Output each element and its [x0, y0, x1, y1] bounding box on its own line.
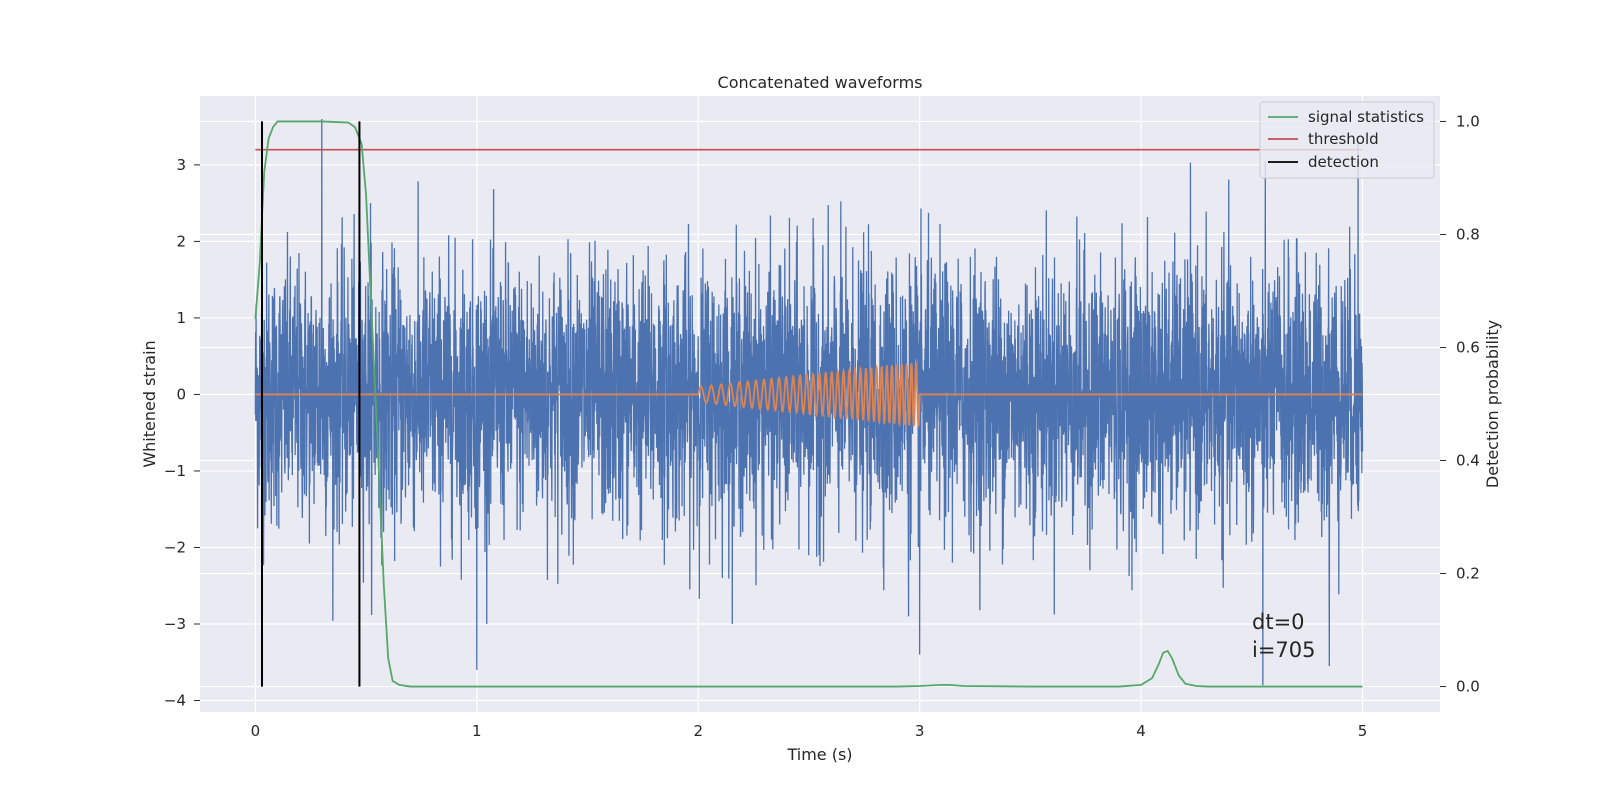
- y2-tick-label: 1.0: [1456, 112, 1480, 130]
- y-tick-label: 0: [176, 385, 186, 403]
- x-axis-label: Time (s): [786, 745, 852, 764]
- y2-tick-label: 0.8: [1456, 225, 1480, 243]
- legend-label-signal-statistics: signal statistics: [1308, 108, 1424, 126]
- y-tick-label: 3: [176, 156, 186, 174]
- y2-tick-label: 0.6: [1456, 338, 1480, 356]
- annotation-i: i=705: [1252, 638, 1316, 662]
- y-tick-label: 1: [176, 309, 186, 327]
- y-axis-label: Whitened strain: [140, 340, 159, 467]
- signal-statistics-line: [254, 120, 1363, 688]
- y2-tick-label: 0.4: [1456, 452, 1480, 470]
- y2-axis-label: Detection probability: [1483, 320, 1502, 488]
- y-tick-label: 2: [176, 232, 186, 250]
- data-layer: [254, 118, 1364, 688]
- y2-tick-label: 0.2: [1456, 565, 1480, 583]
- legend-label-detection: detection: [1308, 153, 1379, 171]
- annotation-dt: dt=0: [1252, 610, 1305, 634]
- y2-tick-label: 0.0: [1456, 678, 1480, 696]
- x-tick-label: 1: [472, 722, 482, 740]
- x-tick-label: 3: [915, 722, 925, 740]
- legend: signal statistics threshold detection: [1259, 101, 1435, 179]
- x-tick-label: 5: [1358, 722, 1368, 740]
- legend-box: [1259, 101, 1435, 179]
- chart-title: Concatenated waveforms: [718, 73, 923, 92]
- x-tick-label: 0: [251, 722, 261, 740]
- template-line: [255, 362, 1363, 428]
- x-tick-label: 2: [693, 722, 703, 740]
- annotation: dt=0 i=705: [1252, 610, 1316, 662]
- x-tick-label: 4: [1136, 722, 1146, 740]
- y-tick-label: −1: [164, 462, 186, 480]
- y-tick-label: −3: [164, 615, 186, 633]
- y-tick-label: −4: [164, 692, 186, 710]
- plot-area: [254, 118, 1364, 688]
- y-tick-label: −2: [164, 538, 186, 556]
- legend-label-threshold: threshold: [1308, 130, 1379, 148]
- ticks: 0 1 2 3 4 5 −4 −3 −2 −1 0 1 2 3 0.0 0.2 0.4 0.6 0.8 1.0: [164, 112, 1480, 740]
